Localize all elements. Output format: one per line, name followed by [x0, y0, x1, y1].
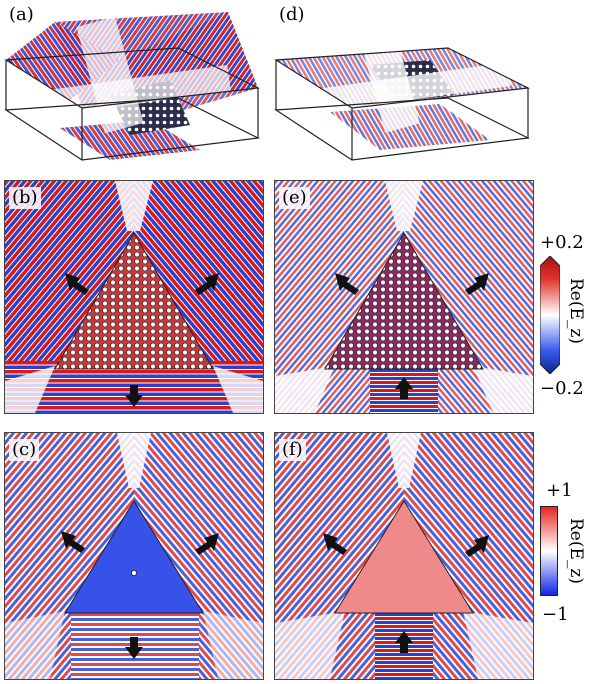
panel-c: (c)	[4, 432, 264, 680]
panel-d: (d)	[270, 0, 534, 172]
panel-label-e: (e)	[279, 187, 310, 209]
colorbar-bottom-title: Re(E_z)	[566, 518, 586, 584]
panel-a-3d-view	[4, 12, 261, 161]
panel-label-c: (c)	[9, 439, 40, 461]
colorbar-top-max: +0.2	[540, 232, 584, 253]
panel-label-f: (f)	[279, 439, 306, 461]
colorbar-top	[539, 255, 561, 375]
arrow-icon	[61, 531, 219, 659]
colorbar-bottom-gradient	[540, 506, 558, 596]
panel-label-d: (d)	[276, 4, 308, 26]
panel-e-field	[275, 181, 533, 413]
panel-label-a: (a)	[6, 4, 37, 26]
panel-a: (a)	[0, 0, 262, 172]
panel-f: (f)	[274, 432, 534, 680]
panel-b-field	[5, 181, 263, 413]
panel-c-field	[5, 433, 263, 679]
colorbar-bottom-max: +1	[546, 480, 573, 501]
panel-d-3d-view	[274, 15, 531, 161]
colorbar-bottom	[540, 506, 558, 596]
colorbar-top-min: −0.2	[540, 378, 584, 399]
arrow-icon	[335, 273, 489, 399]
arrow-icon	[323, 533, 489, 653]
panel-f-field	[275, 433, 533, 679]
colorbar-top-gradient	[539, 255, 561, 375]
panel-label-b: (b)	[9, 187, 41, 209]
colorbar-bottom-min: −1	[542, 604, 569, 625]
panel-b: (b)	[4, 180, 264, 414]
arrow-icon	[65, 273, 219, 407]
colorbar-top-title: Re(E_z)	[566, 278, 586, 344]
panel-e: (e)	[274, 180, 534, 414]
